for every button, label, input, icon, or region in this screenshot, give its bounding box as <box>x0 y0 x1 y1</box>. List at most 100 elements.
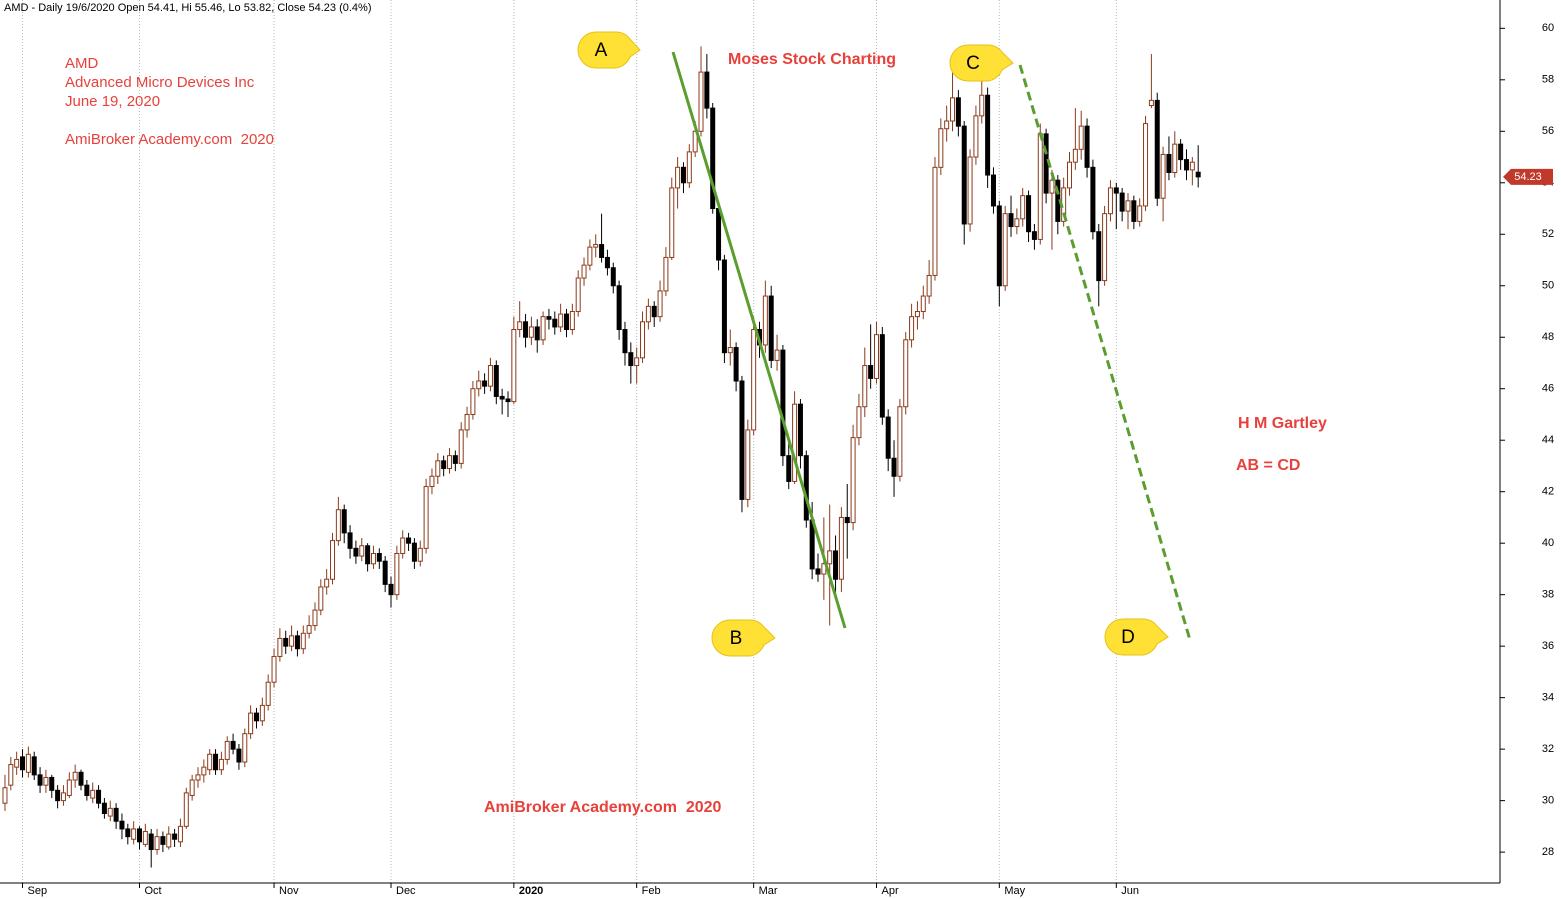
candle-body <box>552 318 558 328</box>
x-tick-label: May <box>1004 885 1025 897</box>
candle-body <box>546 316 552 320</box>
candle-body <box>207 753 213 771</box>
candle-body <box>131 828 137 840</box>
candle-body <box>1084 125 1090 168</box>
candle-body <box>505 398 511 403</box>
annotation: AmiBroker Academy.com 2020 <box>65 131 274 148</box>
candle-body <box>60 792 66 802</box>
candle-body <box>739 380 745 500</box>
candle-body <box>745 429 751 500</box>
candle-body <box>961 125 967 225</box>
callout: A <box>577 31 641 69</box>
y-tick-label: 48 <box>1542 331 1554 343</box>
candle-body <box>294 635 300 650</box>
y-tick-label: 30 <box>1542 795 1554 807</box>
annotation: H M Gartley <box>1238 415 1327 432</box>
candle-body <box>452 455 458 464</box>
trend-line-cd <box>1018 64 1192 641</box>
candle-body <box>1102 213 1108 282</box>
candle-body <box>1125 200 1131 212</box>
candle-body <box>435 460 441 477</box>
candle-body <box>411 542 417 562</box>
candle-body <box>84 784 90 796</box>
candle-body <box>1160 153 1166 199</box>
candle-body <box>417 547 423 562</box>
y-tick-label: 58 <box>1542 74 1554 86</box>
candle-body <box>429 475 435 488</box>
candle-body <box>166 833 172 848</box>
candle-body <box>289 635 295 647</box>
candle-body <box>909 316 915 341</box>
candle-body <box>616 285 622 331</box>
candle-body <box>762 295 768 346</box>
candle-body <box>283 637 289 647</box>
candle-body <box>107 807 113 817</box>
candle-body <box>973 115 979 158</box>
candle-body <box>148 833 154 851</box>
candle-body <box>1166 153 1172 173</box>
candle-body <box>177 825 183 843</box>
candle-body <box>423 486 429 549</box>
candle-body <box>277 637 283 657</box>
candle-body <box>154 836 160 851</box>
candle-body <box>1037 133 1043 240</box>
candle-body <box>1096 231 1102 282</box>
candle-body <box>920 295 926 312</box>
candle-body <box>827 550 833 565</box>
candle-body <box>721 259 727 354</box>
callout: D <box>1104 618 1169 656</box>
candle-body <box>1049 179 1055 194</box>
candle-body <box>55 789 61 802</box>
candle-body <box>31 756 37 776</box>
candle-body <box>1067 161 1073 189</box>
candle-body <box>1090 166 1096 233</box>
candle-body <box>704 71 710 109</box>
callout-bubble <box>949 44 1014 82</box>
candle-body <box>43 776 49 786</box>
candle-body <box>979 94 985 117</box>
candle-body <box>622 329 628 354</box>
candle-body <box>897 406 903 477</box>
candle-body <box>873 334 879 379</box>
candle-body <box>1148 99 1154 107</box>
candle-body <box>645 305 651 323</box>
candle-body <box>803 455 809 521</box>
candle-body <box>376 552 382 562</box>
candle-body <box>563 313 569 331</box>
annotation: AB = CD <box>1236 457 1300 474</box>
candle-body <box>663 256 669 292</box>
x-tick-label: 2020 <box>519 885 543 897</box>
annotation: June 19, 2020 <box>65 93 160 110</box>
candle-body <box>90 789 96 799</box>
candle-body <box>523 321 529 338</box>
candle-body <box>856 406 862 439</box>
chart-title: AMD - Daily 19/6/2020 Open 54.41, Hi 55.… <box>4 2 372 14</box>
candle-body <box>1154 99 1160 199</box>
candle-body <box>955 97 961 127</box>
candle-body <box>253 712 259 722</box>
callout-bubble <box>1104 618 1169 656</box>
candle-body <box>359 545 365 557</box>
candle-body <box>733 347 739 382</box>
candle-body <box>265 681 271 706</box>
candle-body <box>1043 133 1049 194</box>
candle-body <box>353 547 359 557</box>
candle-body <box>447 455 453 470</box>
candle-body <box>938 128 944 168</box>
candle-body <box>382 560 388 585</box>
candle-body <box>172 833 178 840</box>
candle-body <box>903 339 909 408</box>
candle-body <box>581 264 587 279</box>
candle-body <box>101 802 107 814</box>
candle-body <box>96 789 102 804</box>
candle-body <box>1178 143 1184 161</box>
candle-body <box>593 244 599 248</box>
candle-body <box>1072 148 1078 163</box>
candle-body <box>792 403 798 482</box>
y-tick-label: 60 <box>1542 22 1554 34</box>
candle-body <box>914 310 920 318</box>
candle-body <box>300 632 306 650</box>
candle-body <box>394 552 400 596</box>
candle-body <box>487 365 493 387</box>
